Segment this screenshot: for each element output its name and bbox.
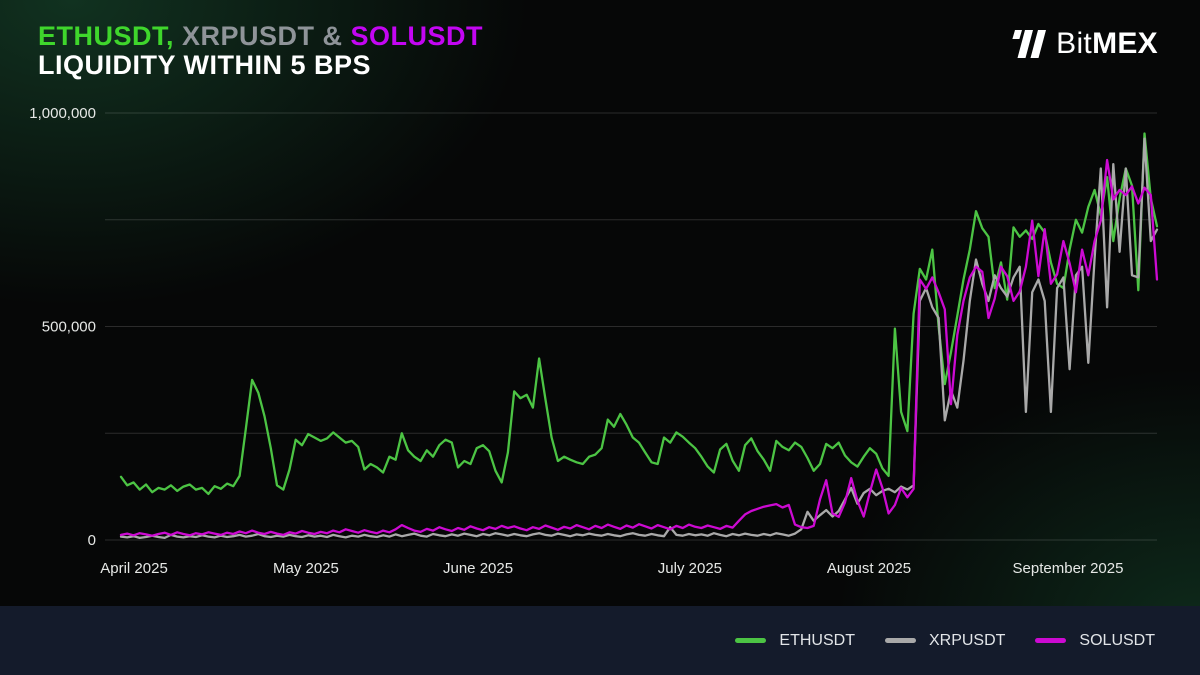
title-xrpusdt: XRPUSDT & (174, 21, 343, 51)
y-axis-label-0: 0 (88, 532, 96, 549)
logo-bit: Bit (1056, 27, 1093, 60)
x-axis-label: August 2025 (827, 560, 911, 577)
legend-swatch-xrpusdt (884, 638, 916, 643)
title-line-2: LIQUIDITY WITHIN 5 BPS (38, 50, 372, 80)
legend-item-xrpusdt: XRPUSDT (884, 631, 1006, 650)
title-solusdt: SOLUSDT (342, 21, 484, 51)
bitmex-logo-text: Bit MEX (1056, 27, 1158, 61)
chart-legend: ETHUSDT XRPUSDT SOLUSDT (735, 632, 1155, 650)
legend-label: SOLUSDT (1079, 631, 1155, 649)
series-line-solusdt (119, 158, 1159, 537)
legend-item-solusdt: SOLUSDT (1035, 632, 1155, 650)
x-axis-label: September 2025 (1013, 560, 1124, 577)
legend-label: ETHUSDT (779, 631, 855, 649)
x-axis-label: April 2025 (100, 560, 168, 577)
legend-label: XRPUSDT (928, 631, 1006, 649)
legend-item-ethusdt: ETHUSDT (735, 632, 855, 650)
bitmex-logo-icon (1012, 30, 1047, 58)
y-axis-label-1000000: 1,000,000 (29, 105, 96, 122)
legend-swatch-solusdt (1035, 638, 1067, 643)
x-axis-label: June 2025 (443, 560, 513, 577)
x-axis-label: May 2025 (273, 560, 339, 577)
page-title: ETHUSDT, XRPUSDT & SOLUSDT LIQUIDITY WIT… (38, 22, 483, 80)
y-axis-label-500000: 500,000 (42, 319, 96, 336)
title-line-1: ETHUSDT, XRPUSDT & SOLUSDT (38, 22, 483, 51)
title-ethusdt: ETHUSDT, (38, 21, 175, 51)
logo-mex: MEX (1092, 27, 1158, 60)
bitmex-logo: Bit MEX (1011, 27, 1158, 61)
footer-bar: ETHUSDT XRPUSDT SOLUSDT (0, 606, 1200, 675)
legend-swatch-ethusdt (735, 638, 767, 643)
x-axis-label: July 2025 (658, 560, 722, 577)
series-line-ethusdt (119, 132, 1159, 496)
